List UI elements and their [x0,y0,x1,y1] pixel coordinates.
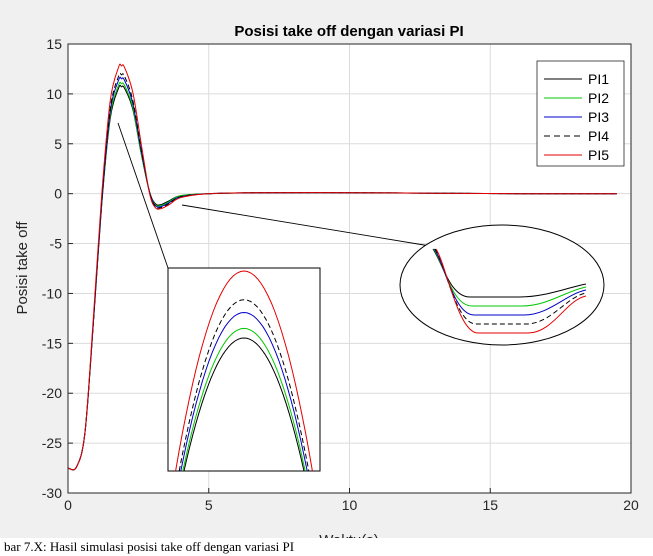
legend-label-pi3: PI3 [588,109,609,125]
legend-label-pi4: PI4 [588,128,609,144]
zoom-curve-pi1 [183,337,305,472]
legend-label-pi1: PI1 [588,71,609,87]
x-tick-label: 5 [205,497,213,513]
zoom-inset-curves [175,270,313,472]
zoom-connector-line [181,204,431,247]
series-line-pi5 [67,63,617,471]
zoom-inset-peak [117,122,321,472]
y-tick-label: -20 [42,385,62,401]
y-tick-label: -10 [42,285,62,301]
zoom-inset-ellipse [399,224,605,346]
y-tick-label: 10 [46,86,62,102]
caption-text: bar 7.X: Hasil simulasi posisi take off … [4,539,295,554]
x-tick-label: 0 [64,497,72,513]
figure-caption: bar 7.X: Hasil simulasi posisi take off … [0,538,653,556]
zoom-curve-pi4 [178,299,310,472]
chart-title: Posisi take off dengan variasi PI [234,23,463,40]
zoom-curve-pi5 [435,248,587,334]
zoom-inset-frame [167,267,321,472]
x-tick-label: 15 [482,497,498,513]
legend-box [536,60,625,167]
y-tick-label: -25 [42,435,62,451]
legend: PI1 PI2 PI3 PI4 PI5 [536,60,625,167]
series-group [67,63,617,471]
zoom-curve-pi5 [175,270,313,472]
zoom-inset-undershoot [181,204,605,346]
y-tick-label: 5 [54,136,62,152]
zoom-curve-pi2 [182,327,306,472]
ticks: 0 5 10 15 20 15 10 5 0 -5 -10 -15 -20 -25 -30 [42,36,639,513]
y-axis-label: Posisi take off [14,221,31,315]
y-tick-label: -5 [50,236,63,252]
y-tick-label: 0 [54,186,62,202]
zoom-curve-pi3 [434,248,587,316]
legend-label-pi5: PI5 [588,147,609,163]
zoom-connector-line [117,122,169,269]
zoom-curve-pi3 [180,311,308,472]
zoom-inset-curves [432,248,587,334]
y-tick-label: -15 [42,335,62,351]
x-tick-label: 20 [623,497,639,513]
x-tick-label: 10 [342,497,358,513]
legend-label-pi2: PI2 [588,90,609,106]
y-tick-label: 15 [46,36,62,52]
y-tick-label: -30 [42,485,62,501]
